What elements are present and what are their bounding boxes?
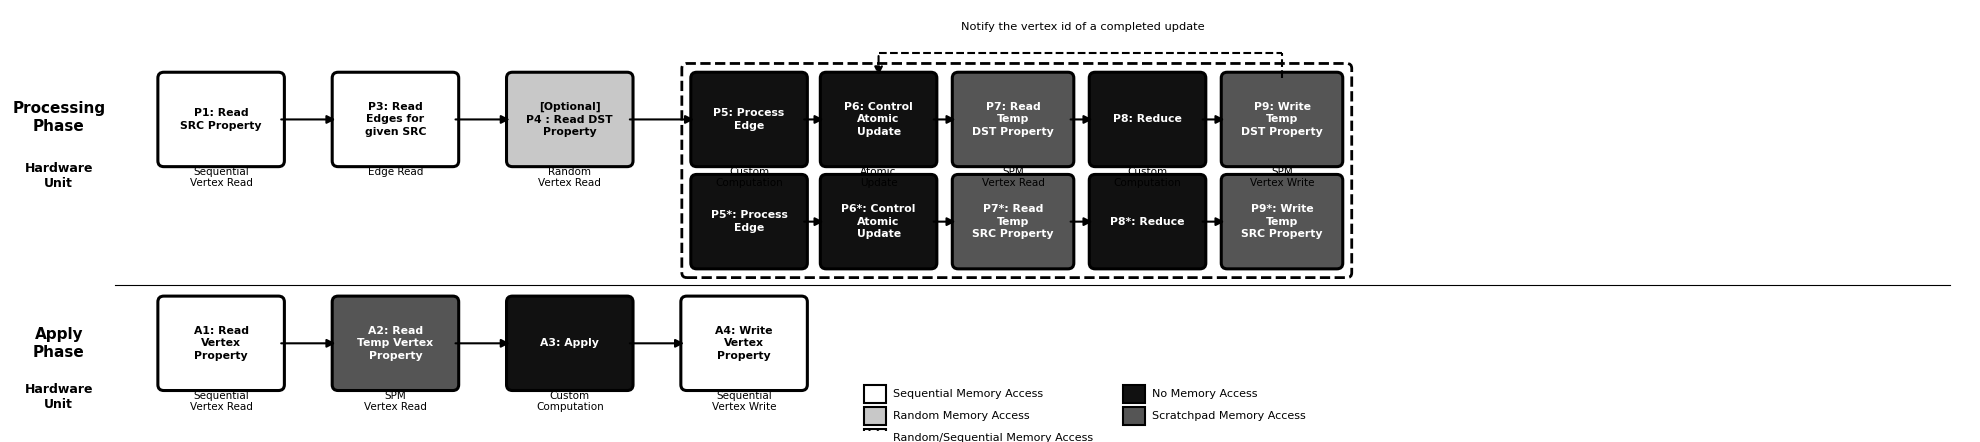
Text: Sequential
Vertex Write: Sequential Vertex Write — [713, 391, 776, 412]
Text: Random Memory Access: Random Memory Access — [893, 411, 1030, 421]
Text: P9: Write
Temp
DST Property: P9: Write Temp DST Property — [1241, 102, 1323, 137]
Text: P5*: Process
Edge: P5*: Process Edge — [711, 210, 788, 233]
Text: Sequential
Vertex Read: Sequential Vertex Read — [190, 391, 253, 412]
Text: Atomic
Update: Atomic Update — [859, 167, 897, 188]
Bar — [863, 385, 885, 403]
Text: Random/Sequential Memory Access: Random/Sequential Memory Access — [893, 433, 1093, 442]
Text: A4: Write
Vertex
Property: A4: Write Vertex Property — [715, 325, 772, 361]
FancyBboxPatch shape — [1222, 175, 1342, 269]
FancyBboxPatch shape — [691, 72, 808, 167]
Text: P6*: Control
Atomic
Update: P6*: Control Atomic Update — [842, 204, 917, 240]
Text: Custom
Computation: Custom Computation — [715, 167, 782, 188]
Text: P8: Reduce: P8: Reduce — [1113, 114, 1182, 125]
Bar — [1123, 407, 1144, 425]
Text: Hardware
Unit: Hardware Unit — [24, 162, 93, 190]
FancyBboxPatch shape — [158, 296, 285, 391]
Text: P7*: Read
Temp
SRC Property: P7*: Read Temp SRC Property — [972, 204, 1053, 240]
FancyBboxPatch shape — [1089, 72, 1206, 167]
FancyBboxPatch shape — [158, 72, 285, 167]
FancyBboxPatch shape — [952, 175, 1073, 269]
Text: SPM
Vertex Read: SPM Vertex Read — [982, 167, 1045, 188]
Text: A2: Read
Temp Vertex
Property: A2: Read Temp Vertex Property — [356, 325, 434, 361]
Text: Hardware
Unit: Hardware Unit — [24, 383, 93, 411]
Text: P5: Process
Edge: P5: Process Edge — [713, 108, 784, 131]
Text: [Optional]
P4 : Read DST
Property: [Optional] P4 : Read DST Property — [527, 102, 614, 137]
Text: Sequential Memory Access: Sequential Memory Access — [893, 389, 1043, 399]
Text: P6: Control
Atomic
Update: P6: Control Atomic Update — [843, 102, 913, 137]
Bar — [1123, 385, 1144, 403]
FancyBboxPatch shape — [691, 175, 808, 269]
Text: P1: Read
SRC Property: P1: Read SRC Property — [180, 108, 261, 131]
Text: P7: Read
Temp
DST Property: P7: Read Temp DST Property — [972, 102, 1053, 137]
Text: SPM
Vertex Write: SPM Vertex Write — [1249, 167, 1315, 188]
Bar — [863, 429, 885, 442]
Text: Random
Vertex Read: Random Vertex Read — [539, 167, 602, 188]
FancyBboxPatch shape — [1222, 72, 1342, 167]
FancyBboxPatch shape — [820, 72, 937, 167]
FancyBboxPatch shape — [1089, 175, 1206, 269]
Text: P3: Read
Edges for
given SRC: P3: Read Edges for given SRC — [364, 102, 426, 137]
Bar — [863, 407, 885, 425]
Text: A3: Apply: A3: Apply — [541, 338, 600, 348]
Text: P8*: Reduce: P8*: Reduce — [1111, 217, 1184, 227]
FancyBboxPatch shape — [507, 296, 634, 391]
Text: Processing
Phase: Processing Phase — [12, 101, 105, 133]
FancyBboxPatch shape — [333, 296, 459, 391]
Text: Custom
Computation: Custom Computation — [1113, 167, 1182, 188]
Text: Notify the vertex id of a completed update: Notify the vertex id of a completed upda… — [960, 22, 1204, 32]
Text: P9*: Write
Temp
SRC Property: P9*: Write Temp SRC Property — [1241, 204, 1323, 240]
FancyBboxPatch shape — [820, 175, 937, 269]
FancyBboxPatch shape — [507, 72, 634, 167]
Text: Edge Read: Edge Read — [368, 167, 424, 177]
FancyBboxPatch shape — [681, 296, 808, 391]
FancyBboxPatch shape — [952, 72, 1073, 167]
Text: No Memory Access: No Memory Access — [1152, 389, 1257, 399]
Text: SPM
Vertex Read: SPM Vertex Read — [364, 391, 428, 412]
Text: Apply
Phase: Apply Phase — [34, 327, 85, 359]
Text: Custom
Computation: Custom Computation — [537, 391, 604, 412]
FancyBboxPatch shape — [333, 72, 459, 167]
Text: A1: Read
Vertex
Property: A1: Read Vertex Property — [194, 325, 249, 361]
Text: Scratchpad Memory Access: Scratchpad Memory Access — [1152, 411, 1305, 421]
Text: Sequential
Vertex Read: Sequential Vertex Read — [190, 167, 253, 188]
